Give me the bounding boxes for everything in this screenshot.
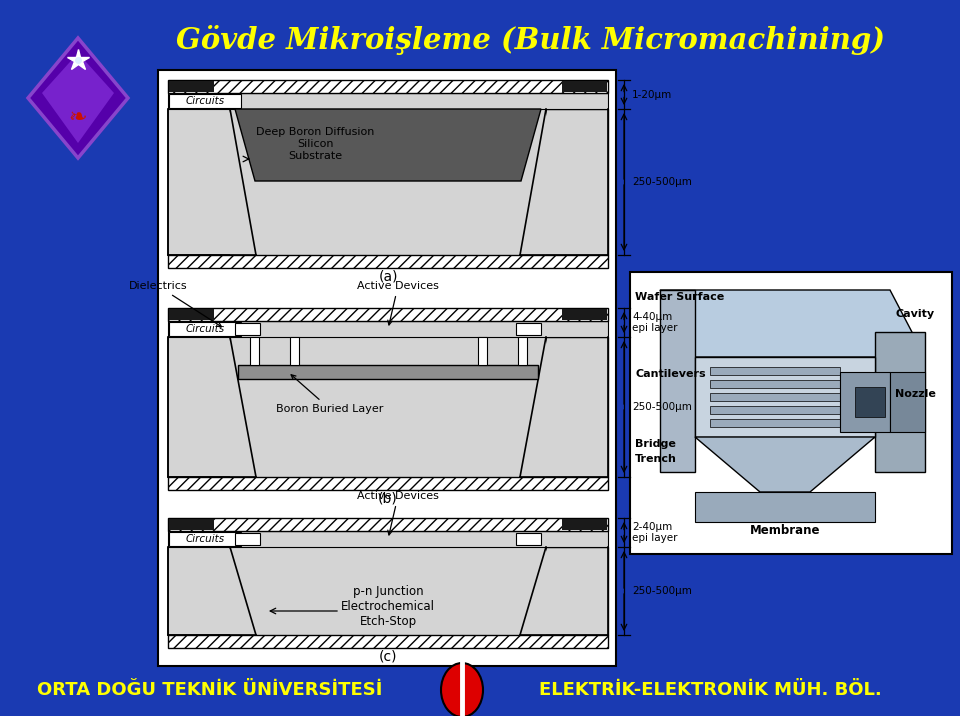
Text: Nozzle: Nozzle bbox=[895, 389, 936, 399]
Bar bbox=[168, 308, 608, 321]
Polygon shape bbox=[520, 547, 608, 635]
Ellipse shape bbox=[441, 663, 483, 716]
Polygon shape bbox=[695, 437, 875, 492]
Bar bbox=[695, 492, 875, 522]
Bar bbox=[168, 477, 608, 490]
Text: Cantilevers: Cantilevers bbox=[635, 369, 706, 379]
Text: ORTA DOĞU TEKNİK ÜNİVERSİTESİ: ORTA DOĞU TEKNİK ÜNİVERSİTESİ bbox=[37, 681, 383, 699]
Bar bbox=[235, 323, 260, 335]
Bar bbox=[168, 321, 608, 337]
Text: p-n Junction
Electrochemical
Etch-Stop: p-n Junction Electrochemical Etch-Stop bbox=[341, 584, 435, 627]
Polygon shape bbox=[710, 419, 840, 427]
Bar bbox=[238, 365, 538, 379]
Polygon shape bbox=[660, 290, 695, 472]
Bar bbox=[516, 533, 541, 545]
Polygon shape bbox=[710, 367, 840, 375]
Text: Circuits: Circuits bbox=[185, 324, 225, 334]
Bar bbox=[168, 635, 608, 648]
Bar bbox=[250, 337, 259, 365]
Bar bbox=[230, 337, 546, 477]
Bar bbox=[235, 533, 260, 545]
Bar bbox=[562, 519, 607, 530]
Polygon shape bbox=[168, 547, 256, 635]
Text: 4-40μm
epi layer: 4-40μm epi layer bbox=[632, 311, 678, 334]
Text: Dielectrics: Dielectrics bbox=[129, 281, 222, 326]
Bar bbox=[562, 81, 607, 92]
Text: Wafer Surface: Wafer Surface bbox=[635, 292, 724, 302]
Polygon shape bbox=[28, 38, 128, 158]
Polygon shape bbox=[710, 406, 840, 414]
Text: (a): (a) bbox=[378, 269, 397, 283]
Text: Trench: Trench bbox=[635, 454, 677, 464]
Text: Cavity: Cavity bbox=[895, 309, 934, 319]
Text: Boron Buried Layer: Boron Buried Layer bbox=[276, 374, 384, 414]
Bar bbox=[168, 518, 608, 531]
Polygon shape bbox=[235, 109, 541, 181]
Bar bbox=[169, 519, 214, 530]
Bar bbox=[630, 272, 952, 554]
Bar bbox=[478, 337, 487, 365]
Text: (b): (b) bbox=[378, 492, 397, 506]
Text: Membrane: Membrane bbox=[750, 524, 820, 537]
Text: 250-500μm: 250-500μm bbox=[632, 586, 692, 596]
Text: Active Devices: Active Devices bbox=[357, 491, 439, 535]
Polygon shape bbox=[520, 337, 608, 477]
Bar bbox=[230, 547, 546, 635]
Bar bbox=[562, 309, 607, 320]
Bar bbox=[516, 323, 541, 335]
Bar bbox=[168, 531, 608, 547]
Bar bbox=[169, 532, 241, 546]
Bar bbox=[169, 309, 214, 320]
Polygon shape bbox=[710, 380, 840, 388]
Text: 250-500μm: 250-500μm bbox=[632, 177, 692, 187]
Text: Gövde Mikroişleme (Bulk Micromachining): Gövde Mikroişleme (Bulk Micromachining) bbox=[176, 25, 884, 55]
Polygon shape bbox=[890, 372, 925, 432]
Bar bbox=[290, 337, 299, 365]
Polygon shape bbox=[168, 337, 256, 477]
Bar bbox=[169, 322, 241, 336]
Bar bbox=[158, 70, 616, 666]
Text: 2-40μm
epi layer: 2-40μm epi layer bbox=[632, 522, 678, 543]
Text: Active Devices: Active Devices bbox=[357, 281, 439, 325]
Text: Circuits: Circuits bbox=[185, 96, 225, 106]
Bar bbox=[168, 80, 608, 93]
Text: 250-500μm: 250-500μm bbox=[632, 402, 692, 412]
Polygon shape bbox=[520, 109, 608, 255]
Polygon shape bbox=[168, 109, 256, 255]
Polygon shape bbox=[710, 393, 840, 401]
Text: Circuits: Circuits bbox=[185, 534, 225, 544]
Bar bbox=[168, 93, 608, 109]
Bar bbox=[855, 387, 885, 417]
Bar bbox=[518, 337, 527, 365]
Polygon shape bbox=[875, 332, 925, 472]
Polygon shape bbox=[840, 372, 890, 432]
Polygon shape bbox=[660, 290, 925, 357]
Text: (c): (c) bbox=[379, 649, 397, 663]
Text: ELEKTRİK-ELEKTRONİK MÜH. BÖL.: ELEKTRİK-ELEKTRONİK MÜH. BÖL. bbox=[539, 681, 881, 699]
Text: ❧: ❧ bbox=[69, 108, 87, 128]
Text: 1-20μm: 1-20μm bbox=[632, 90, 672, 100]
Polygon shape bbox=[42, 53, 114, 143]
Polygon shape bbox=[695, 357, 875, 437]
Bar bbox=[168, 255, 608, 268]
Text: Bridge: Bridge bbox=[635, 439, 676, 449]
Text: Deep Boron Diffusion
Silicon
Substrate: Deep Boron Diffusion Silicon Substrate bbox=[255, 127, 374, 160]
Bar bbox=[169, 94, 241, 108]
Bar bbox=[169, 81, 214, 92]
Bar bbox=[230, 109, 546, 255]
